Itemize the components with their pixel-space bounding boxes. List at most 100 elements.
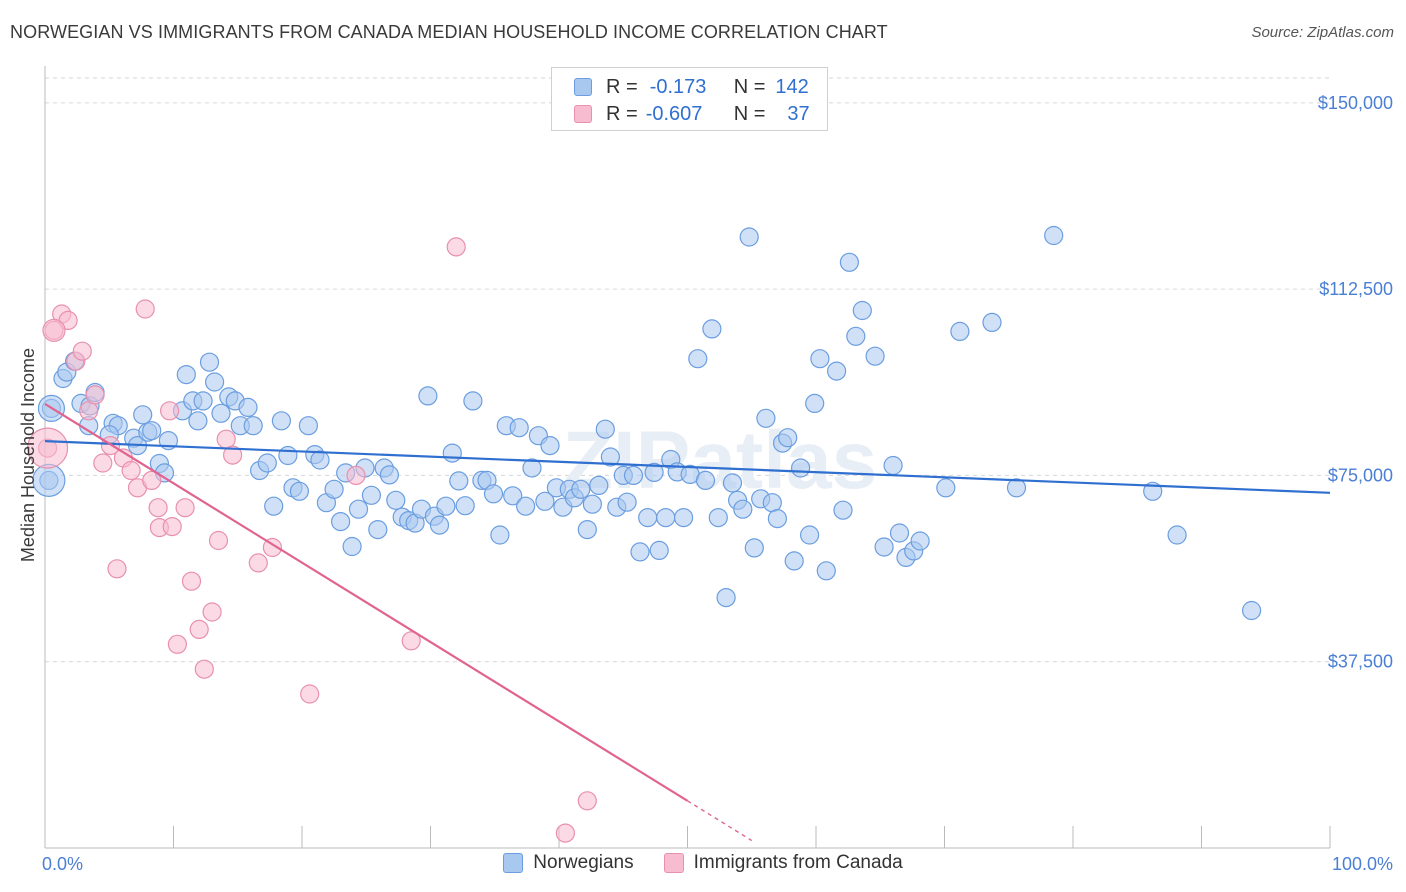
data-point [278,445,298,466]
series-immigrants-canada-points [26,237,597,843]
data-point [142,421,162,441]
legend-item-norwegians[interactable]: Norwegians [503,852,634,874]
data-point [148,498,168,518]
legend-swatch-norwegians [503,853,524,873]
data-point [324,479,344,499]
data-point [600,447,621,467]
legend-r-label: R = [606,102,638,125]
x-tick-label: 0.0% [42,854,83,874]
legend-label-immigrants: Immigrants from Canada [693,852,903,873]
data-point-large [26,427,69,469]
data-point [331,511,351,532]
data-point [346,465,366,485]
legend-n-value-1: 142 [775,75,809,98]
data-point [716,587,736,608]
data-point [202,602,222,622]
trend-line-immigrants [44,402,689,802]
data-point [211,403,231,423]
data-point [577,791,597,811]
data-point [515,496,536,516]
data-point [649,540,669,561]
data-point [708,507,728,528]
data-point [455,496,475,516]
data-point [262,537,282,558]
data-point [85,385,105,405]
y-tick-labels: $150,000 $112,500 $75,000 $37,500 [1318,93,1393,672]
data-point [805,393,825,413]
legend-item-immigrants[interactable]: Immigrants from Canada [663,852,903,874]
data-point [790,458,811,478]
data-point [744,538,764,558]
data-point [1006,478,1027,498]
data-point [248,553,268,573]
data-point [142,470,162,490]
legend-r-value-2: -0.607 [645,102,703,125]
data-point [582,494,603,514]
x-tick-label: 100.0% [1332,854,1393,874]
data-point [257,453,277,473]
data-point [167,634,187,654]
data-point [874,537,894,557]
data-point [176,365,196,385]
data-point [739,227,759,247]
data-point [865,346,885,366]
trend-lines [44,402,1331,842]
data-point [623,465,644,485]
data-point [656,507,676,528]
data-point [483,484,504,504]
legend-label-norwegians: Norwegians [533,852,634,873]
chart-source: Source: ZipAtlas.com [1251,24,1394,41]
data-point [238,397,258,417]
data-point [762,493,782,513]
data-point [135,299,155,319]
data-point [429,515,450,535]
data-point [688,349,708,369]
data-point [595,419,615,439]
data-point [175,498,195,518]
data-point [199,352,220,372]
data-point [535,491,555,511]
data-point [630,542,650,562]
data-point [936,478,956,498]
legend-n-label: N = [733,75,766,98]
data-point [673,507,694,528]
data-point [348,499,369,519]
data-point [162,516,182,537]
data-point [310,450,330,470]
data-point [577,519,597,540]
data-point [223,445,243,465]
data-point [784,551,804,571]
data-point [264,496,284,516]
data-point [833,500,853,520]
data-point [889,523,910,543]
y-tick-label: $75,000 [1328,465,1393,485]
y-tick-label: $112,500 [1319,279,1393,299]
data-point [368,519,388,540]
data-point [193,391,213,411]
series-norwegians-points [32,225,1262,621]
data-point [1241,600,1262,621]
data-point [910,531,930,551]
y-tick-label: $150,000 [1318,93,1393,113]
data-point [79,401,99,421]
data-point [638,507,658,528]
data-point [189,619,209,640]
data-point [617,492,637,512]
data-point [810,349,830,369]
y-axis-label: Median Household Income [18,348,38,562]
data-point [446,237,466,257]
data-point [386,490,406,510]
data-point [950,321,970,341]
data-point [1167,525,1187,545]
data-point [418,386,438,406]
data-point [401,631,421,651]
data-point [181,571,202,591]
data-point [702,319,722,339]
data-point-large [42,318,66,342]
data-point [540,436,560,456]
legend-swatch-pink [574,105,592,123]
data-point [208,530,229,551]
data-point [160,401,180,421]
data-point [463,391,483,411]
